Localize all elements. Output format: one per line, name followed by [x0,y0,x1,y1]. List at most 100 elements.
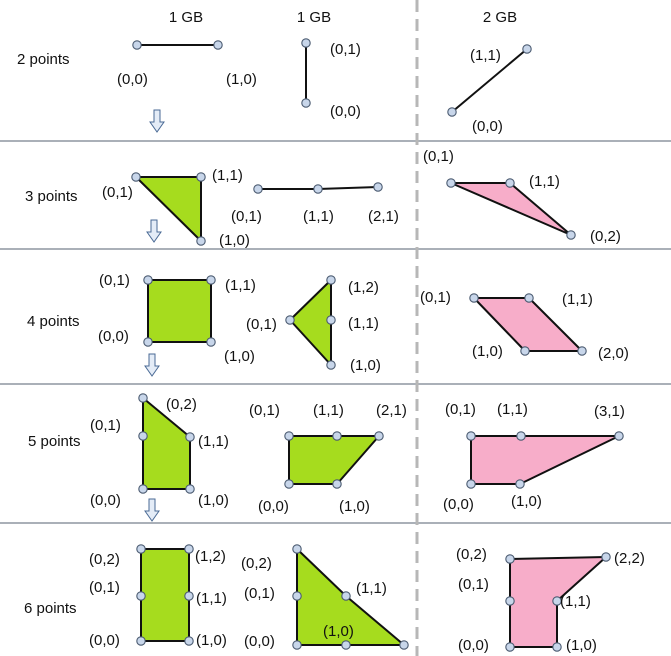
row-2-points: (0,0) (1,0) (0,1) (0,0) (1,1) (0,0) [117,38,532,135]
point-marker [505,178,515,188]
label-6pts-b-3: (0,0) [244,633,275,650]
shape-fill [135,176,202,242]
label-6pts-a-1: (1,2) [195,548,226,565]
point-marker [196,236,206,246]
label-6pts-c-2: (1,1) [560,593,591,610]
row-6-points: (0,2) (1,2) (1,1) (1,0) (0,0) (0,1) (0,2… [89,544,645,654]
point-marker [505,642,515,652]
label-3pts-b-1: (1,1) [303,208,334,225]
point-marker [552,642,562,652]
point-marker [143,275,153,285]
point-marker [466,479,476,489]
label-4pts-b-2: (1,1) [348,315,379,332]
shape-2pts-1gb-b [301,38,311,108]
point-marker [132,40,142,50]
point-marker [206,275,216,285]
header-2gb: 2 GB [483,9,517,26]
point-marker [138,431,148,441]
row-label-3-points: 3 points [25,188,78,205]
down-arrow-icon [144,353,160,377]
label-5pts-b-2: (2,1) [376,402,407,419]
label-6pts-b-0: (0,2) [241,555,272,572]
point-marker [524,293,534,303]
point-marker [577,346,587,356]
label-5pts-a-3: (1,0) [198,492,229,509]
point-marker [505,596,515,606]
shape-2pts-2gb [447,44,532,117]
point-marker [446,178,456,188]
shape-3pts-1gb-a [131,172,206,246]
point-marker [469,293,479,303]
shape-3pts-2gb [446,178,576,240]
label-4pts-c-3: (1,0) [472,343,503,360]
label-5pts-a-0: (0,2) [166,396,197,413]
label-6pts-c-4: (0,0) [458,637,489,654]
point-marker [136,591,146,601]
label-3pts-c-0: (0,1) [423,148,454,165]
label-4pts-c-2: (2,0) [598,345,629,362]
point-marker [373,182,383,192]
point-marker [184,591,194,601]
point-marker [292,640,302,650]
row-separators [0,140,671,524]
shape-6pts-1gb-b [292,544,409,650]
label-5pts-b-0: (0,1) [249,402,280,419]
shape-fill [288,435,380,485]
row-4-points: (0,1) (1,1) (1,0) (0,0) (1,2) (0,1) (1,1… [98,272,629,374]
label-5pts-a-4: (0,0) [90,492,121,509]
point-marker [466,431,476,441]
row-label-4-points: 4 points [27,313,80,330]
point-marker [374,431,384,441]
shape-2pts-1gb-a [132,40,223,50]
shape-fill [147,279,212,343]
label-6pts-c-1: (2,2) [614,550,645,567]
point-marker [326,315,336,325]
point-marker [292,544,302,554]
label-2pts-a-0: (0,0) [117,71,148,88]
point-marker [184,544,194,554]
point-marker [301,38,311,48]
shape-edge [451,48,528,113]
point-marker [566,230,576,240]
label-2pts-c-1: (0,0) [472,118,503,135]
point-marker [332,479,342,489]
shape-6pts-1gb-a [136,544,194,646]
down-arrow-icon [146,219,162,243]
point-marker [184,636,194,646]
down-arrows [144,109,165,522]
label-3pts-c-1: (1,1) [529,173,560,190]
label-2pts-c-0: (1,1) [470,47,501,64]
label-4pts-b-3: (1,0) [350,357,381,374]
point-marker [138,484,148,494]
label-6pts-b-4: (0,1) [244,585,275,602]
point-marker [341,640,351,650]
label-6pts-a-0: (0,2) [89,551,120,568]
point-marker [136,544,146,554]
label-6pts-a-3: (1,0) [196,632,227,649]
point-marker [601,552,611,562]
point-marker [284,479,294,489]
label-3pts-a-1: (1,1) [212,167,243,184]
point-marker [284,431,294,441]
label-6pts-b-2: (1,0) [323,623,354,640]
label-5pts-b-3: (1,0) [339,498,370,515]
point-marker [399,640,409,650]
point-marker [138,393,148,403]
point-marker [253,184,263,194]
shape-fill [289,279,332,366]
label-3pts-b-2: (2,1) [368,208,399,225]
label-5pts-c-3: (1,0) [511,493,542,510]
label-4pts-a-1: (1,1) [225,277,256,294]
shape-fill [140,548,190,642]
point-marker [313,184,323,194]
label-3pts-b-0: (0,1) [231,208,262,225]
shape-6pts-2gb [505,552,611,652]
point-marker [552,596,562,606]
point-marker [301,98,311,108]
row-label-6-points: 6 points [24,600,77,617]
point-marker [515,479,525,489]
label-5pts-a-1: (0,1) [90,417,121,434]
label-4pts-a-0: (0,1) [99,272,130,289]
label-6pts-c-0: (0,2) [456,546,487,563]
down-arrow-icon [149,109,165,133]
